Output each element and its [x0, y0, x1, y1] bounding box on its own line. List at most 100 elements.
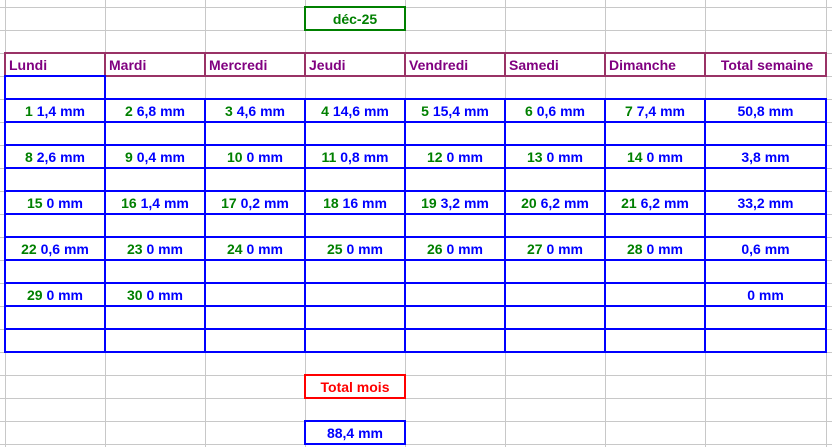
day-cell[interactable]: 20 6,2 mm [504, 190, 606, 215]
empty-cell[interactable] [604, 121, 706, 146]
day-cell[interactable]: 2 6,8 mm [104, 98, 206, 123]
day-cell[interactable]: 21 6,2 mm [604, 190, 706, 215]
header-cell[interactable]: Samedi [504, 52, 606, 77]
header-cell[interactable]: Vendredi [404, 52, 506, 77]
day-cell[interactable]: 11 0,8 mm [304, 144, 406, 169]
total-month-label-cell[interactable]: Total mois [304, 374, 406, 399]
empty-cell[interactable] [4, 328, 106, 353]
day-cell[interactable]: 7 7,4 mm [604, 98, 706, 123]
week-total-cell[interactable]: 3,8 mm [704, 144, 827, 169]
header-cell[interactable]: Total semaine [704, 52, 827, 77]
empty-cell[interactable] [604, 213, 706, 238]
day-cell[interactable]: 18 16 mm [304, 190, 406, 215]
day-cell[interactable]: 27 0 mm [504, 236, 606, 261]
day-cell[interactable] [404, 282, 506, 307]
week-total-cell[interactable]: 0,6 mm [704, 236, 827, 261]
empty-cell[interactable] [604, 167, 706, 192]
empty-cell[interactable] [4, 167, 106, 192]
day-cell[interactable]: 29 0 mm [4, 282, 106, 307]
week-total-cell[interactable]: 0 mm [704, 282, 827, 307]
day-cell[interactable] [604, 282, 706, 307]
day-cell[interactable]: 22 0,6 mm [4, 236, 106, 261]
month-title-cell[interactable]: déc-25 [304, 6, 406, 31]
empty-cell[interactable] [704, 121, 827, 146]
total-month-value-cell[interactable]: 88,4 mm [304, 420, 406, 445]
empty-cell[interactable] [504, 121, 606, 146]
day-cell[interactable]: 26 0 mm [404, 236, 506, 261]
empty-cell[interactable] [104, 259, 206, 284]
day-cell[interactable]: 13 0 mm [504, 144, 606, 169]
week-total-cell[interactable]: 33,2 mm [704, 190, 827, 215]
empty-cell[interactable] [204, 167, 306, 192]
empty-cell[interactable] [704, 305, 827, 330]
header-cell[interactable]: Dimanche [604, 52, 706, 77]
day-cell[interactable]: 24 0 mm [204, 236, 306, 261]
empty-cell[interactable] [104, 167, 206, 192]
day-cell[interactable] [504, 282, 606, 307]
empty-cell[interactable] [704, 167, 827, 192]
day-cell[interactable]: 25 0 mm [304, 236, 406, 261]
empty-cell[interactable] [404, 328, 506, 353]
empty-cell[interactable] [304, 259, 406, 284]
empty-cell[interactable] [504, 328, 606, 353]
empty-cell[interactable] [304, 121, 406, 146]
empty-cell[interactable] [504, 213, 606, 238]
day-cell[interactable]: 9 0,4 mm [104, 144, 206, 169]
empty-cell[interactable] [104, 305, 206, 330]
empty-cell[interactable] [604, 305, 706, 330]
day-cell[interactable]: 16 1,4 mm [104, 190, 206, 215]
empty-cell[interactable] [304, 213, 406, 238]
day-cell[interactable]: 8 2,6 mm [4, 144, 106, 169]
header-cell[interactable]: Mardi [104, 52, 206, 77]
empty-cell[interactable] [4, 121, 106, 146]
day-cell[interactable]: 1 1,4 mm [4, 98, 106, 123]
empty-cell[interactable] [4, 75, 106, 100]
day-cell[interactable]: 17 0,2 mm [204, 190, 306, 215]
empty-cell[interactable] [504, 259, 606, 284]
empty-cell[interactable] [304, 167, 406, 192]
empty-cell[interactable] [604, 259, 706, 284]
empty-cell[interactable] [104, 213, 206, 238]
empty-cell[interactable] [204, 121, 306, 146]
header-cell[interactable]: Lundi [4, 52, 106, 77]
empty-cell[interactable] [304, 305, 406, 330]
empty-cell[interactable] [4, 213, 106, 238]
empty-cell[interactable] [404, 121, 506, 146]
empty-cell[interactable] [704, 259, 827, 284]
empty-cell[interactable] [104, 328, 206, 353]
empty-cell[interactable] [4, 305, 106, 330]
empty-cell[interactable] [604, 328, 706, 353]
day-cell[interactable]: 4 14,6 mm [304, 98, 406, 123]
empty-cell[interactable] [404, 167, 506, 192]
empty-cell[interactable] [704, 213, 827, 238]
empty-cell[interactable] [704, 328, 827, 353]
day-cell[interactable]: 15 0 mm [4, 190, 106, 215]
empty-cell[interactable] [404, 213, 506, 238]
empty-cell[interactable] [404, 259, 506, 284]
empty-cell[interactable] [404, 305, 506, 330]
empty-cell[interactable] [304, 328, 406, 353]
empty-cell[interactable] [4, 259, 106, 284]
day-cell[interactable] [204, 282, 306, 307]
empty-cell[interactable] [504, 305, 606, 330]
day-cell[interactable] [304, 282, 406, 307]
week-total-cell[interactable]: 50,8 mm [704, 98, 827, 123]
empty-cell[interactable] [104, 121, 206, 146]
day-cell[interactable]: 3 4,6 mm [204, 98, 306, 123]
day-cell[interactable]: 5 15,4 mm [404, 98, 506, 123]
empty-cell[interactable] [204, 259, 306, 284]
day-cell[interactable]: 23 0 mm [104, 236, 206, 261]
day-cell[interactable]: 19 3,2 mm [404, 190, 506, 215]
day-cell[interactable]: 30 0 mm [104, 282, 206, 307]
header-cell[interactable]: Jeudi [304, 52, 406, 77]
header-cell[interactable]: Mercredi [204, 52, 306, 77]
day-cell[interactable]: 28 0 mm [604, 236, 706, 261]
empty-cell[interactable] [204, 305, 306, 330]
day-cell[interactable]: 10 0 mm [204, 144, 306, 169]
day-cell[interactable]: 6 0,6 mm [504, 98, 606, 123]
day-cell[interactable]: 14 0 mm [604, 144, 706, 169]
empty-cell[interactable] [204, 213, 306, 238]
day-cell[interactable]: 12 0 mm [404, 144, 506, 169]
empty-cell[interactable] [504, 167, 606, 192]
empty-cell[interactable] [204, 328, 306, 353]
